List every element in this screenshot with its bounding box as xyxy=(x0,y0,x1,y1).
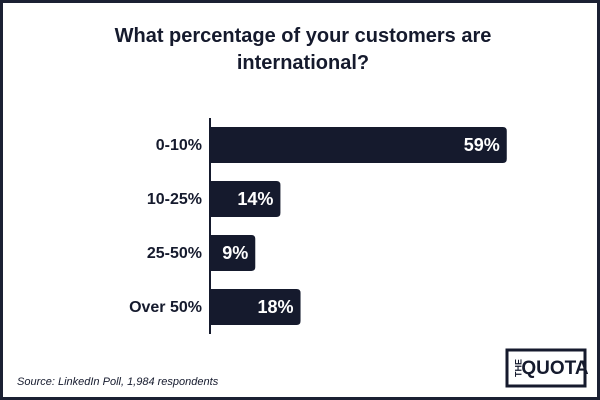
category-label: Over 50% xyxy=(129,299,202,316)
category-label: 10-25% xyxy=(147,191,202,208)
bar xyxy=(210,181,281,217)
bar xyxy=(210,289,301,325)
value-label: 59% xyxy=(464,135,500,155)
value-label: 18% xyxy=(258,297,294,317)
value-label: 9% xyxy=(222,243,248,263)
chart: Source: LinkedIn Poll, 1,984 respondents… xyxy=(17,118,589,388)
bar xyxy=(210,127,507,163)
category-label: 0-10% xyxy=(156,137,202,154)
logo-quota: QUOTA xyxy=(521,358,588,379)
bar xyxy=(210,235,256,271)
category-label: 25-50% xyxy=(147,245,202,262)
chart-title: What percentage of your customers are in… xyxy=(114,25,492,74)
source: Source: LinkedIn Poll, 1,984 respondents xyxy=(17,376,219,388)
logo-box xyxy=(505,348,587,388)
value-label: 14% xyxy=(237,189,273,209)
logo-the: THE xyxy=(513,359,523,377)
